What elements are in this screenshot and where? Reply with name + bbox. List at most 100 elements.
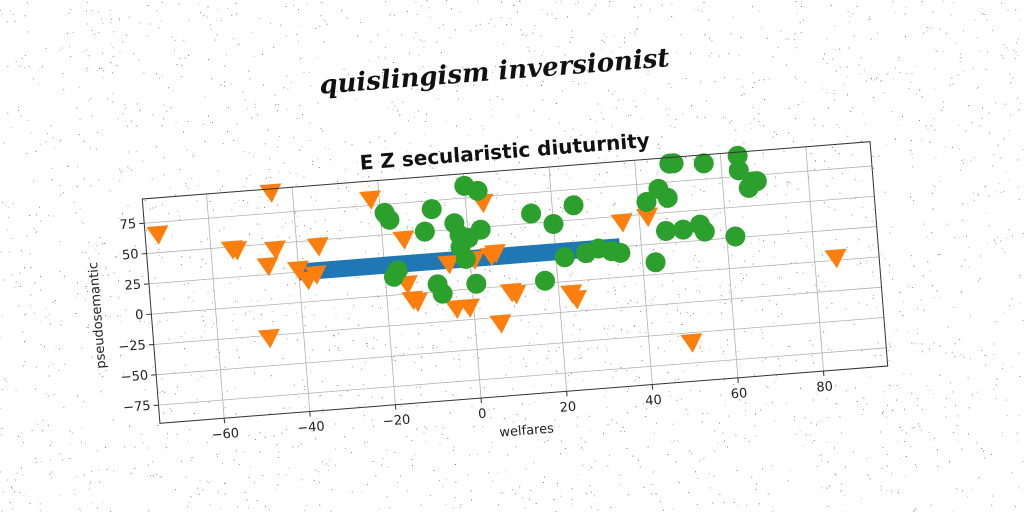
y-tick-label: −25 bbox=[118, 338, 147, 355]
speckle bbox=[649, 9, 651, 11]
speckle bbox=[70, 9, 72, 11]
speckle bbox=[549, 174, 551, 176]
speckle bbox=[431, 325, 433, 327]
speckle bbox=[24, 267, 25, 269]
scatter-point-triangle bbox=[392, 230, 415, 250]
speckle bbox=[845, 390, 847, 392]
speckle bbox=[169, 407, 171, 409]
speckle bbox=[921, 343, 923, 345]
speckle bbox=[244, 491, 246, 493]
speckle bbox=[724, 303, 726, 304]
speckle bbox=[1019, 376, 1021, 377]
speckle bbox=[79, 118, 81, 120]
speckle bbox=[667, 372, 669, 374]
speckle bbox=[287, 88, 289, 90]
speckle bbox=[816, 393, 818, 395]
speckle bbox=[727, 339, 728, 341]
speckle bbox=[597, 103, 599, 105]
x-tick-label: 40 bbox=[645, 393, 663, 409]
speckle bbox=[821, 454, 823, 456]
speckle bbox=[8, 216, 10, 218]
speckle bbox=[512, 388, 514, 390]
speckle bbox=[371, 155, 372, 157]
speckle bbox=[985, 212, 987, 214]
speckle bbox=[891, 226, 893, 228]
speckle bbox=[210, 28, 212, 30]
speckle bbox=[112, 93, 114, 95]
speckle bbox=[436, 304, 438, 306]
speckle bbox=[639, 267, 641, 269]
speckle bbox=[319, 25, 321, 27]
speckle bbox=[730, 33, 732, 35]
speckle bbox=[319, 236, 321, 238]
speckle bbox=[378, 221, 380, 223]
speckle bbox=[1004, 251, 1006, 253]
speckle bbox=[821, 254, 823, 256]
speckle bbox=[355, 79, 357, 81]
speckle bbox=[513, 75, 515, 77]
speckle bbox=[222, 143, 224, 144]
speckle bbox=[658, 218, 660, 220]
speckle bbox=[833, 447, 835, 449]
speckle bbox=[1006, 47, 1008, 49]
speckle bbox=[453, 315, 455, 317]
speckle bbox=[732, 16, 734, 18]
speckle bbox=[752, 72, 754, 74]
speckle bbox=[152, 207, 154, 209]
speckle bbox=[910, 149, 912, 151]
speckle bbox=[415, 428, 417, 430]
speckle bbox=[26, 2, 28, 4]
speckle bbox=[183, 131, 184, 133]
speckle bbox=[244, 313, 246, 315]
speckle bbox=[296, 339, 298, 341]
speckle bbox=[574, 358, 576, 360]
speckle bbox=[714, 81, 716, 83]
speckle bbox=[209, 201, 211, 202]
scatter-point-circle bbox=[663, 153, 684, 174]
speckle bbox=[400, 424, 402, 426]
speckle bbox=[339, 239, 341, 241]
speckle bbox=[746, 504, 748, 506]
speckle bbox=[422, 66, 424, 68]
speckle bbox=[776, 303, 778, 305]
speckle bbox=[872, 271, 874, 273]
speckle bbox=[179, 169, 181, 171]
speckle bbox=[708, 55, 710, 57]
speckle bbox=[292, 221, 293, 223]
speckle bbox=[783, 150, 785, 152]
speckle bbox=[217, 170, 219, 172]
scatter-point-triangle bbox=[287, 260, 309, 281]
speckle bbox=[680, 34, 682, 36]
speckle bbox=[168, 338, 170, 340]
speckle bbox=[213, 322, 215, 324]
speckle bbox=[555, 350, 557, 352]
speckle bbox=[300, 58, 302, 59]
speckle bbox=[516, 278, 518, 280]
speckle bbox=[989, 132, 990, 134]
speckle bbox=[624, 431, 626, 433]
speckle bbox=[571, 499, 573, 501]
speckle bbox=[554, 419, 556, 421]
speckle bbox=[296, 312, 298, 314]
speckle bbox=[318, 167, 320, 168]
speckle bbox=[382, 75, 383, 77]
speckle bbox=[148, 322, 150, 324]
speckle bbox=[866, 303, 868, 305]
speckle bbox=[608, 5, 610, 7]
speckle bbox=[317, 102, 319, 104]
speckle bbox=[197, 487, 199, 489]
speckle bbox=[357, 173, 359, 175]
speckle bbox=[22, 365, 24, 367]
speckle bbox=[76, 107, 78, 109]
speckle bbox=[1001, 435, 1003, 437]
speckle bbox=[696, 290, 698, 292]
speckle bbox=[516, 11, 518, 13]
speckle bbox=[763, 240, 765, 241]
speckle bbox=[634, 31, 636, 33]
speckle bbox=[959, 169, 961, 171]
speckle bbox=[407, 490, 409, 492]
speckle bbox=[792, 140, 794, 142]
speckle bbox=[347, 294, 348, 296]
speckle bbox=[330, 510, 332, 512]
speckle bbox=[662, 284, 664, 286]
